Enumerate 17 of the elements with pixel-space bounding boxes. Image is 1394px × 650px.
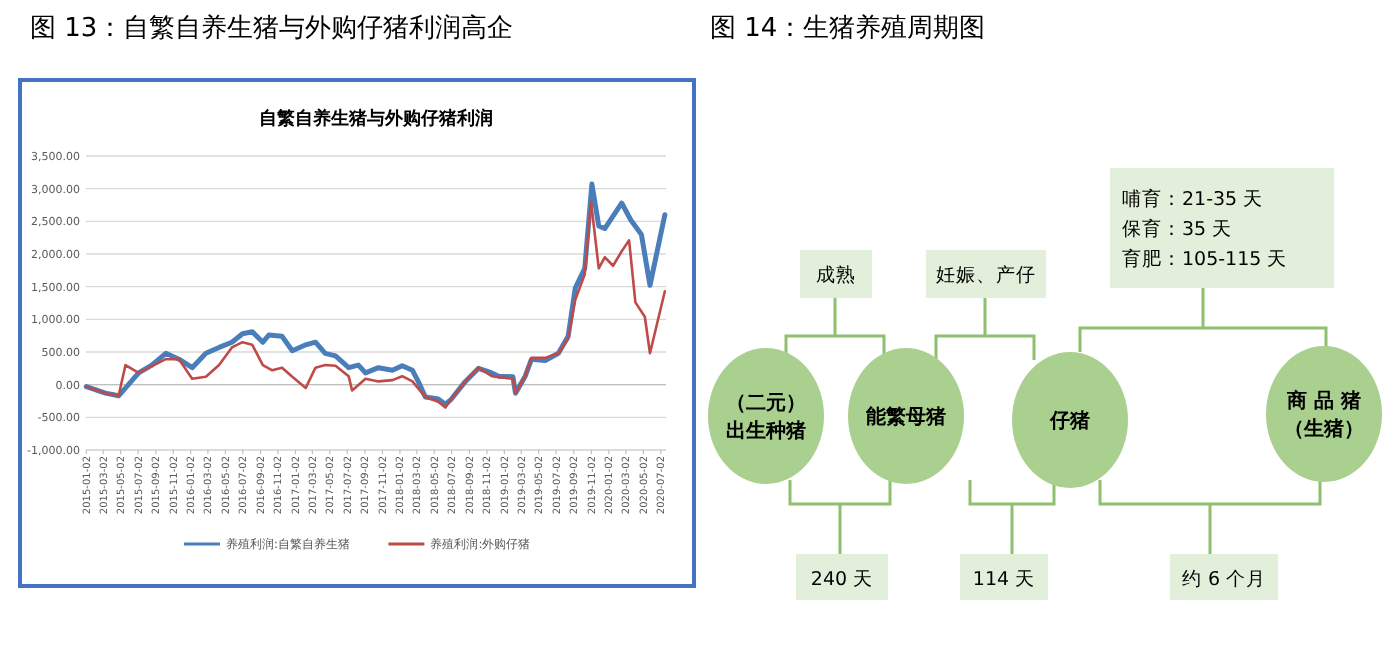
text: 能繁母猪 bbox=[866, 405, 946, 429]
text: 成熟 bbox=[816, 262, 856, 287]
text: 114 天 bbox=[972, 568, 1036, 591]
text: 出生种猪 bbox=[726, 419, 806, 443]
text: 妊娠、产仔 bbox=[936, 262, 1036, 287]
text: 育肥：105-115 天 bbox=[1122, 246, 1288, 271]
text: 图 14：生猪养殖周期图 bbox=[710, 12, 986, 44]
text: 仔猪 bbox=[1048, 409, 1090, 433]
text: （二元） bbox=[726, 391, 806, 415]
text: 保育：35 天 bbox=[1122, 216, 1233, 241]
text: 商 品 猪 bbox=[1285, 389, 1361, 413]
chart-title: 自繁自养生猪与外购仔猪利润 bbox=[259, 108, 493, 130]
text: （生猪） bbox=[1284, 417, 1364, 441]
text: 哺育：21-35 天 bbox=[1122, 186, 1264, 211]
caption: 图 13：自繁自养生猪与外购仔猪利润高企 bbox=[30, 12, 514, 44]
text: 约 6 个月 bbox=[1181, 566, 1267, 591]
text: 240 天 bbox=[810, 568, 874, 591]
